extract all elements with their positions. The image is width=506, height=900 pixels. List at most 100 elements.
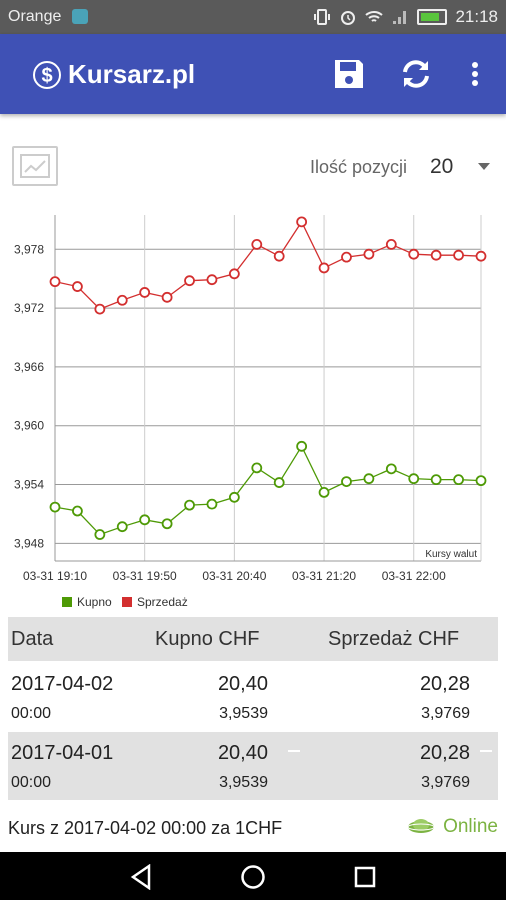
trend-dash	[288, 750, 300, 752]
row-sprzedaz-rate: 3,9769	[421, 705, 470, 722]
y-tick-label: 3,978	[14, 242, 44, 256]
row-date: 2017-04-01	[11, 742, 114, 764]
data-point	[94, 303, 106, 315]
data-point	[475, 475, 487, 487]
legend-swatch	[62, 597, 72, 607]
data-point	[49, 501, 61, 513]
data-point	[273, 250, 285, 262]
data-point	[296, 440, 308, 452]
home-icon	[241, 865, 265, 889]
x-tick-label: 03-31 21:20	[292, 569, 356, 583]
data-point	[453, 474, 464, 486]
recents-button[interactable]	[348, 860, 382, 894]
column-header-sprzedaz: Sprzedaż CHF	[328, 628, 460, 650]
table-header: Data Kupno CHF Sprzedaż CHF	[8, 617, 498, 661]
data-point	[49, 276, 61, 288]
data-point	[408, 473, 420, 485]
battery-icon	[417, 9, 448, 25]
y-tick-label: 3,960	[14, 419, 44, 433]
vibrate-icon	[314, 9, 331, 25]
exchange-rate-chart: 3,948 3,954 3,960 3,966 3,972 3,978 03-31 19:1…	[14, 215, 487, 609]
row-sprzedaz-value: 20,28	[419, 673, 470, 695]
data-point	[341, 476, 352, 488]
home-button[interactable]	[236, 860, 270, 894]
data-point	[116, 521, 128, 533]
data-point	[363, 248, 375, 260]
alarm-icon	[341, 11, 356, 25]
data-point	[341, 251, 352, 263]
data-point	[453, 249, 464, 261]
data-point	[72, 505, 83, 517]
data-point	[139, 287, 151, 298]
row-kupno-value: 20,40	[217, 742, 268, 764]
signal-icon	[393, 11, 407, 24]
table-row[interactable]: 2017-04-01 00:00 20,40 3,9539 20,28 3,97…	[8, 732, 498, 800]
x-tick-label: 03-31 20:40	[202, 569, 266, 583]
legend-swatch	[122, 597, 132, 607]
y-tick-label: 3,972	[14, 301, 44, 315]
data-point	[161, 518, 173, 530]
data-point	[251, 239, 263, 250]
back-icon	[130, 864, 151, 890]
notification-icon	[72, 9, 88, 24]
online-status: Online	[407, 816, 498, 838]
data-point	[161, 291, 173, 303]
column-header-kupno: Kupno CHF	[155, 628, 260, 650]
data-point	[318, 486, 330, 498]
data-point	[296, 216, 308, 228]
wifi-icon	[365, 11, 384, 22]
column-header-date: Data	[11, 628, 54, 650]
series-line-sprzedaż	[54, 220, 482, 310]
chart-icon	[20, 154, 50, 178]
svg-text:$: $	[41, 65, 52, 87]
data-point	[139, 514, 151, 526]
back-button[interactable]	[124, 860, 158, 894]
refresh-icon	[403, 60, 429, 88]
data-point	[363, 473, 375, 485]
rate-note: Kurs z 2017-04-02 00:00 za 1CHF	[8, 818, 283, 838]
y-tick-label: 3,948	[14, 536, 44, 550]
x-tick-label: 03-31 19:10	[23, 569, 87, 583]
legend-label: Kupno	[77, 595, 112, 609]
quantity-select[interactable]: 20	[430, 155, 454, 178]
x-tick-label: 03-31 22:00	[382, 569, 446, 583]
data-point	[385, 463, 397, 475]
save-icon	[335, 60, 363, 88]
row-date: 2017-04-02	[11, 673, 114, 695]
refresh-button[interactable]	[396, 54, 436, 94]
data-point	[228, 268, 240, 280]
data-point	[94, 529, 106, 540]
data-point	[206, 274, 218, 286]
row-kupno-value: 20,40	[217, 673, 268, 695]
data-point	[273, 477, 285, 488]
data-point	[184, 275, 195, 287]
online-label: Online	[443, 816, 498, 837]
chart-toggle-button[interactable]	[12, 146, 58, 186]
row-time: 00:00	[11, 774, 52, 791]
data-point	[430, 249, 442, 261]
navigation-bar	[0, 852, 506, 900]
status-bar: Orange 21:18	[0, 0, 506, 34]
app-logo-icon: $	[33, 61, 61, 89]
y-tick-label: 3,954	[14, 478, 44, 492]
row-kupno-rate: 3,9539	[219, 774, 268, 791]
trend-dash	[480, 750, 492, 752]
carrier-name: Orange	[8, 8, 62, 25]
data-point	[228, 491, 240, 503]
app-title: Kursarz.pl	[68, 59, 196, 89]
data-point	[475, 250, 487, 262]
series-line-kupno	[54, 444, 482, 536]
data-point	[184, 499, 195, 511]
row-time: 00:00	[11, 705, 52, 722]
data-point	[408, 248, 420, 260]
data-point	[318, 262, 330, 274]
chevron-down-icon[interactable]	[478, 163, 490, 170]
row-kupno-rate: 3,9539	[219, 705, 268, 722]
save-button[interactable]	[329, 54, 369, 94]
app-bar: $ Kursarz.pl	[0, 34, 506, 114]
recents-icon	[354, 866, 376, 888]
more-options-button[interactable]	[455, 54, 495, 94]
legend-label: Sprzedaż	[137, 595, 188, 609]
row-sprzedaz-rate: 3,9769	[421, 774, 470, 791]
table-row[interactable]: 2017-04-02 00:00 20,40 3,9539 20,28 3,97…	[8, 663, 498, 731]
